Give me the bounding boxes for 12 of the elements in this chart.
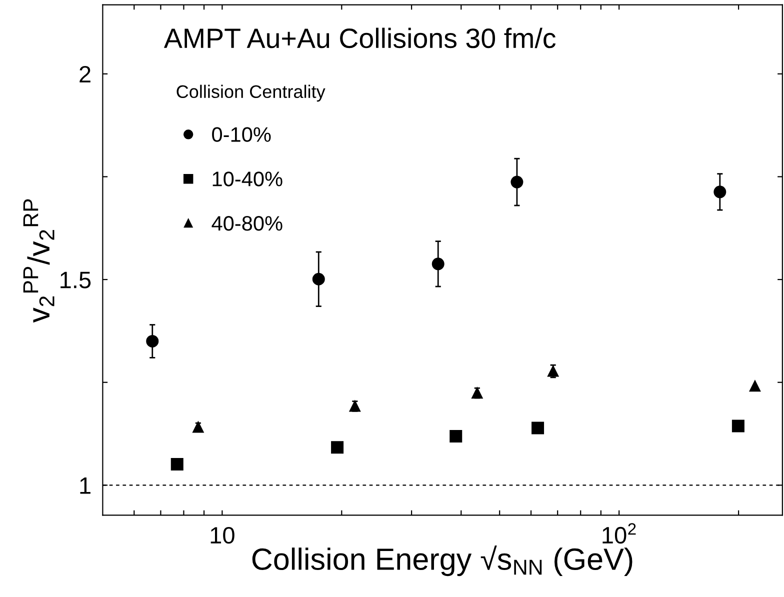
x-tick-label: 10$^{2}$: [602, 523, 636, 544]
legend-label: 10-40%: [212, 172, 282, 186]
text: AMPT Au+Au Collisions 30 fm/c: [164, 28, 556, 48]
y-tick-label: 1: [80, 477, 90, 494]
y-tick-label: 2: [80, 66, 90, 82]
legend-title: Collision Centrality: [176, 84, 326, 102]
legend-label: 0-10%: [212, 127, 271, 142]
x-tick-label: 10: [210, 526, 234, 544]
x-axis-title: Collision Energy √s$_{NN}$ (GeV): [252, 546, 632, 576]
legend-label: 40-80%: [212, 216, 282, 231]
y-axis-title: v$_{2}$$^{PP}$/v$_{2}$$^{RP}$: [23, 199, 54, 323]
y-tick-label: 1.5: [60, 272, 91, 288]
